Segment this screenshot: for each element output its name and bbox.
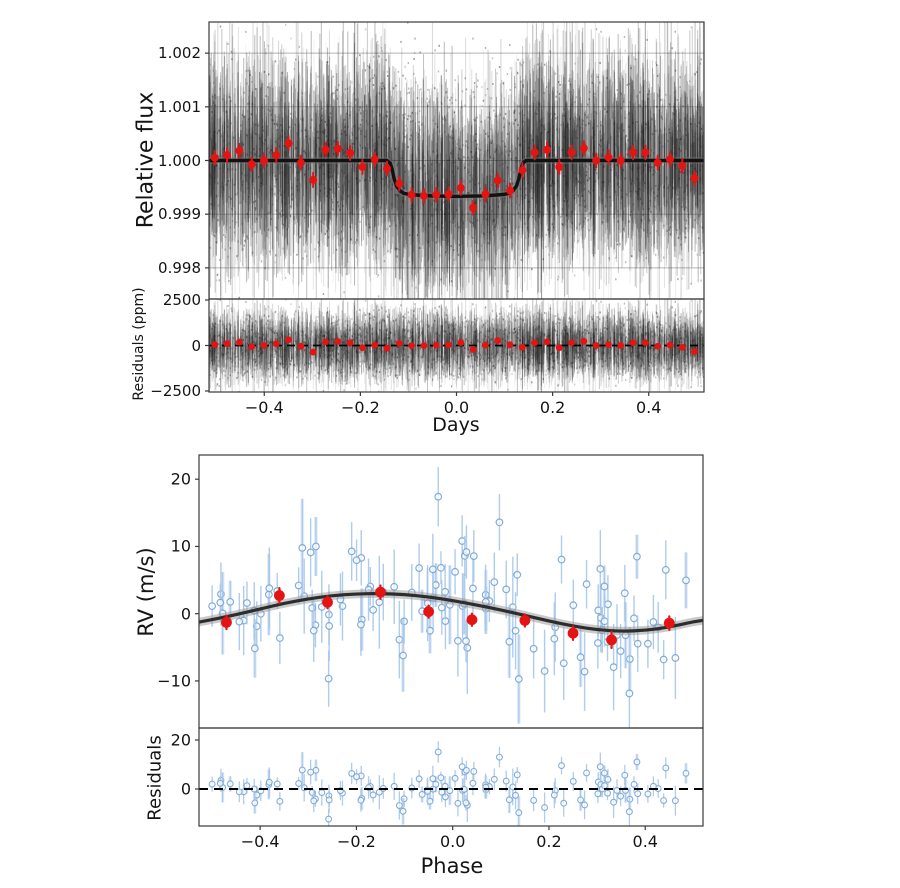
y-tick-label: 0.998	[158, 258, 201, 277]
residual-y-tick-label: 0	[180, 779, 191, 799]
y-tick-label: 10	[170, 536, 191, 556]
residual-y-tick-label: 0	[191, 336, 201, 355]
x-tick-label: 0.0	[439, 832, 466, 851]
rv-residuals-axis-label: Residuals	[144, 735, 166, 821]
x-tick-label: −0.2	[340, 398, 380, 417]
rv-y-axis-label: RV (m/s)	[134, 547, 158, 637]
residual-y-tick-label: 20	[170, 730, 191, 750]
x-tick-label: 0.4	[632, 832, 658, 851]
transit-y-axis-label: Relative flux	[133, 91, 159, 229]
y-tick-label: 1.000	[158, 151, 201, 170]
y-tick-label: 0.999	[158, 205, 201, 224]
residual-y-tick-label: 2500	[162, 291, 201, 310]
residual-y-tick-label: −2500	[150, 381, 201, 400]
x-tick-label: 0.0	[443, 398, 470, 417]
y-tick-label: 20	[170, 469, 191, 489]
y-tick-label: 0	[180, 604, 191, 624]
y-tick-label: 1.001	[158, 97, 201, 116]
x-tick-label: −0.4	[244, 398, 284, 417]
x-tick-label: 0.2	[539, 398, 566, 417]
x-tick-label: 0.2	[536, 832, 562, 851]
transit-residuals-axis-label: Residuals (ppm)	[131, 287, 147, 401]
transit-x-axis-label: Days	[432, 414, 480, 436]
x-tick-label: −0.4	[240, 832, 280, 851]
y-tick-label: 1.002	[158, 44, 201, 63]
x-tick-label: 0.4	[635, 398, 662, 417]
rv-x-axis-label: Phase	[420, 854, 484, 878]
x-tick-label: −0.2	[336, 832, 376, 851]
y-tick-label: −10	[157, 671, 191, 691]
